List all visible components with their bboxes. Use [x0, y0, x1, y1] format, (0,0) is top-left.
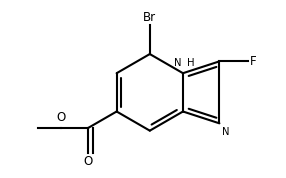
Text: O: O: [84, 155, 93, 168]
Text: O: O: [56, 111, 65, 124]
Text: H: H: [187, 58, 194, 68]
Text: N: N: [174, 58, 182, 68]
Text: N: N: [222, 127, 230, 137]
Text: F: F: [249, 55, 256, 68]
Text: Br: Br: [143, 11, 156, 24]
